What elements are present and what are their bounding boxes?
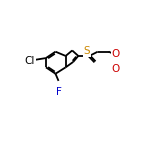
Text: S: S — [84, 46, 90, 56]
Text: O: O — [112, 49, 120, 59]
Text: O: O — [112, 64, 120, 74]
Text: Cl: Cl — [25, 56, 35, 66]
Text: F: F — [56, 86, 61, 97]
